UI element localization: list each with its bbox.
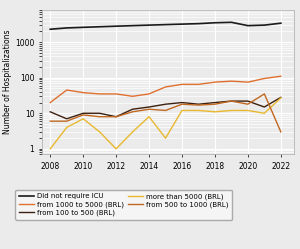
from 1000 to 5000 (BRL) xyxy=(246,81,250,84)
Did not require ICU xyxy=(98,25,101,28)
Did not require ICU xyxy=(65,26,68,29)
more than 5000 (BRL) xyxy=(213,110,217,113)
from 1000 to 5000 (BRL) xyxy=(197,83,200,86)
from 100 to 500 (BRL) xyxy=(279,96,283,99)
Line: Did not require ICU: Did not require ICU xyxy=(50,22,281,29)
from 100 to 500 (BRL) xyxy=(114,115,118,118)
Did not require ICU xyxy=(131,24,134,27)
from 500 to 1000 (BRL) xyxy=(262,92,266,95)
more than 5000 (BRL) xyxy=(279,96,283,99)
more than 5000 (BRL) xyxy=(81,117,85,120)
more than 5000 (BRL) xyxy=(48,147,52,150)
Did not require ICU xyxy=(213,21,217,24)
from 500 to 1000 (BRL) xyxy=(65,120,68,123)
from 100 to 500 (BRL) xyxy=(230,100,233,103)
from 1000 to 5000 (BRL) xyxy=(114,92,118,95)
Line: from 100 to 500 (BRL): from 100 to 500 (BRL) xyxy=(50,97,281,119)
from 500 to 1000 (BRL) xyxy=(230,100,233,103)
from 1000 to 5000 (BRL) xyxy=(230,80,233,83)
from 500 to 1000 (BRL) xyxy=(147,108,151,111)
more than 5000 (BRL) xyxy=(180,109,184,112)
from 500 to 1000 (BRL) xyxy=(98,115,101,118)
from 500 to 1000 (BRL) xyxy=(81,113,85,116)
Did not require ICU xyxy=(180,23,184,26)
from 500 to 1000 (BRL) xyxy=(131,110,134,113)
from 100 to 500 (BRL) xyxy=(81,112,85,115)
from 1000 to 5000 (BRL) xyxy=(81,91,85,94)
more than 5000 (BRL) xyxy=(246,109,250,112)
from 500 to 1000 (BRL) xyxy=(48,120,52,123)
from 1000 to 5000 (BRL) xyxy=(48,101,52,104)
Did not require ICU xyxy=(246,24,250,27)
Legend: Did not require ICU, from 1000 to 5000 (BRL), from 100 to 500 (BRL), more than 5: Did not require ICU, from 1000 to 5000 (… xyxy=(15,190,232,220)
from 500 to 1000 (BRL) xyxy=(114,115,118,118)
from 1000 to 5000 (BRL) xyxy=(98,92,101,95)
more than 5000 (BRL) xyxy=(230,109,233,112)
Did not require ICU xyxy=(230,21,233,24)
from 100 to 500 (BRL) xyxy=(246,100,250,103)
Did not require ICU xyxy=(164,23,167,26)
Did not require ICU xyxy=(48,28,52,31)
Did not require ICU xyxy=(114,25,118,28)
Did not require ICU xyxy=(279,22,283,25)
Did not require ICU xyxy=(197,22,200,25)
more than 5000 (BRL) xyxy=(65,126,68,129)
more than 5000 (BRL) xyxy=(197,109,200,112)
more than 5000 (BRL) xyxy=(131,130,134,133)
from 100 to 500 (BRL) xyxy=(48,110,52,113)
from 100 to 500 (BRL) xyxy=(180,101,184,104)
from 100 to 500 (BRL) xyxy=(197,103,200,106)
from 500 to 1000 (BRL) xyxy=(180,103,184,106)
Did not require ICU xyxy=(147,24,151,27)
more than 5000 (BRL) xyxy=(147,115,151,118)
more than 5000 (BRL) xyxy=(262,112,266,115)
from 100 to 500 (BRL) xyxy=(98,112,101,115)
more than 5000 (BRL) xyxy=(98,130,101,133)
from 100 to 500 (BRL) xyxy=(147,106,151,109)
from 100 to 500 (BRL) xyxy=(131,108,134,111)
from 1000 to 5000 (BRL) xyxy=(180,83,184,86)
Y-axis label: Number of Hospitalizations: Number of Hospitalizations xyxy=(3,30,12,134)
from 500 to 1000 (BRL) xyxy=(213,103,217,106)
from 1000 to 5000 (BRL) xyxy=(262,77,266,80)
from 1000 to 5000 (BRL) xyxy=(164,85,167,88)
Line: from 1000 to 5000 (BRL): from 1000 to 5000 (BRL) xyxy=(50,76,281,103)
from 1000 to 5000 (BRL) xyxy=(213,81,217,84)
from 1000 to 5000 (BRL) xyxy=(147,92,151,95)
from 100 to 500 (BRL) xyxy=(65,117,68,120)
from 1000 to 5000 (BRL) xyxy=(279,75,283,78)
Line: from 500 to 1000 (BRL): from 500 to 1000 (BRL) xyxy=(50,94,281,132)
Did not require ICU xyxy=(262,24,266,27)
from 100 to 500 (BRL) xyxy=(213,101,217,104)
from 1000 to 5000 (BRL) xyxy=(65,89,68,92)
more than 5000 (BRL) xyxy=(164,137,167,140)
more than 5000 (BRL) xyxy=(114,147,118,150)
from 500 to 1000 (BRL) xyxy=(246,103,250,106)
from 100 to 500 (BRL) xyxy=(164,103,167,106)
from 500 to 1000 (BRL) xyxy=(279,130,283,133)
from 1000 to 5000 (BRL) xyxy=(131,95,134,98)
Line: more than 5000 (BRL): more than 5000 (BRL) xyxy=(50,98,281,149)
Did not require ICU xyxy=(81,26,85,29)
from 500 to 1000 (BRL) xyxy=(197,104,200,107)
from 100 to 500 (BRL) xyxy=(262,106,266,109)
from 500 to 1000 (BRL) xyxy=(164,109,167,112)
